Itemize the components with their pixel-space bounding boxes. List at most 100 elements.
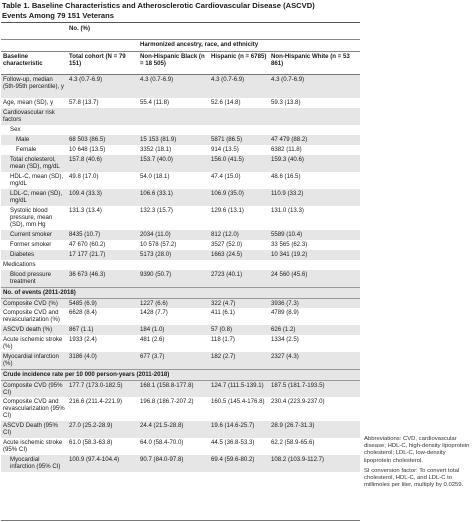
table-cell: 3186 (4.0)	[67, 352, 138, 369]
table-cell: 49.8 (17.0)	[67, 172, 138, 189]
table-cell: 2034 (11.0)	[138, 230, 209, 240]
row-label: Composite CVD (95% CI)	[1, 380, 67, 397]
table-cell: 5589 (10.4)	[269, 230, 360, 240]
table-cell: 196.8 (186.7-207.2)	[138, 397, 209, 421]
table-cell: 52.6 (14.8)	[209, 98, 269, 108]
table-cell: 2327 (4.3)	[269, 352, 360, 369]
row-label: Systolic blood pressure, mean (SD), mm H…	[1, 206, 67, 230]
row-label: Medications	[1, 260, 67, 270]
table-cell: 5485 (6.9)	[67, 298, 138, 308]
table-row: Cardiovascular risk factors	[1, 108, 360, 125]
table-cell: 90.7 (84.0-97.8)	[138, 455, 209, 472]
table-cell: 1334 (2.5)	[269, 335, 360, 352]
table-row: Acute ischemic stroke (%) 1933 (2.4) 481 (…	[1, 335, 360, 352]
row-label: ASCVD Death (95% CI)	[1, 421, 67, 438]
table-cell: 3527 (52.0)	[209, 240, 269, 250]
table-cell: 28.9 (26.7-31.3)	[269, 421, 360, 438]
table-cell	[209, 108, 269, 125]
row-label: Former smoker	[1, 240, 67, 250]
table-cell: 129.6 (13.1)	[209, 206, 269, 230]
table-cell: 4.3 (0.7-6.9)	[138, 74, 209, 98]
table-cell: 106.9 (35.0)	[209, 189, 269, 206]
table-cell: 1428 (7.7)	[138, 308, 209, 325]
table-cell: 5173 (28.0)	[138, 250, 209, 260]
row-label: Myocardial infarction (95% CI)	[1, 455, 67, 472]
table-cell: 64.0 (58.4-70.0)	[138, 438, 209, 455]
table-row: Age, mean (SD), y 57.8 (13.7) 55.4 (11.8) 5…	[1, 98, 360, 108]
table-cell: 69.4 (59.6-80.2)	[209, 455, 269, 472]
table-cell	[138, 108, 209, 125]
table-cell: 106.6 (33.1)	[138, 189, 209, 206]
table-cell: 4789 (8.9)	[269, 308, 360, 325]
table-cell: 10 648 (13.5)	[67, 145, 138, 155]
abbreviations-note: Abbreviations: CVD, cardiovascular disea…	[364, 436, 470, 464]
table-cell: 4.3 (0.7-6.9)	[67, 74, 138, 98]
table-row: Composite CVD (95% CI) 177.7 (173.0-182.5…	[1, 380, 360, 397]
table-row: Myocardial infarction (95% CI) 100.9 (97.…	[1, 455, 360, 472]
table-cell: 132.3 (15.7)	[138, 206, 209, 230]
table-cell: 44.5 (36.8-53.3)	[209, 438, 269, 455]
row-label: Male	[1, 135, 67, 145]
section-header-row: No. of events (2011-2018)	[1, 286, 360, 299]
table-row: Blood pressure treatment 36 673 (46.3) 939…	[1, 270, 360, 287]
table-cell	[67, 125, 138, 135]
table-cell: 15 153 (81.9)	[138, 135, 209, 145]
col-header-total: Total cohort (N = 79 151)	[69, 52, 126, 67]
table-cell: 626 (1.2)	[269, 325, 360, 335]
table-cell: 168.1 (158.8-177.8)	[138, 380, 209, 397]
harmonized-header: Harmonized ancestry, race, and ethnicity	[140, 40, 259, 48]
table-cell: 6382 (11.8)	[269, 145, 360, 155]
table-cell: 108.2 (103.9-112.7)	[269, 455, 360, 472]
table-cell: 914 (13.5)	[209, 145, 269, 155]
table-cell	[138, 125, 209, 135]
table-cell	[269, 125, 360, 135]
col-header-hispanic: Hispanic (n = 6785)	[211, 52, 267, 60]
table-row: Composite CVD (%) 5485 (6.9) 1227 (6.6) 322…	[1, 298, 360, 308]
table-cell: 184 (1.0)	[138, 325, 209, 335]
table-row: Composite CVD and revascularization (%) 6…	[1, 308, 360, 325]
table-cell: 230.4 (223.9-237.0)	[269, 397, 360, 421]
row-label: Sex	[1, 125, 67, 135]
table-cell: 411 (6.1)	[209, 308, 269, 325]
table-cell: 4.3 (0.7-6.9)	[269, 74, 360, 98]
title-rule	[1, 22, 360, 23]
section-header: No. of events (2011-2018)	[1, 286, 360, 299]
table-cell: 110.9 (33.2)	[269, 189, 360, 206]
table-cell: 9390 (50.7)	[138, 270, 209, 287]
table-row: HDL-C, mean (SD), mg/dL 49.8 (17.0) 54.0 (…	[1, 172, 360, 189]
table-cell	[67, 260, 138, 270]
table-cell: 36 673 (46.3)	[67, 270, 138, 287]
section-header-row: Crude incidence rate per 10 000 person-y…	[1, 368, 360, 381]
table-cell: 157.8 (40.6)	[67, 155, 138, 172]
table-cell: 118 (1.7)	[209, 335, 269, 352]
table-cell: 24 560 (45.6)	[269, 270, 360, 287]
col-header-baseline: Baseline characteristic	[3, 52, 43, 67]
table-cell: 153.7 (40.0)	[138, 155, 209, 172]
table-cell: 2723 (40.1)	[209, 270, 269, 287]
row-label: Diabetes	[1, 250, 67, 260]
row-label: HDL-C, mean (SD), mg/dL	[1, 172, 67, 189]
row-label: Female	[1, 145, 67, 155]
row-label: Myocardial infarction (%)	[1, 352, 67, 369]
table-cell: 187.5 (181.7-193.5)	[269, 380, 360, 397]
table-row: Acute ischemic stroke (95% CI) 61.0 (58.3…	[1, 438, 360, 455]
row-label: Age, mean (SD), y	[1, 98, 67, 108]
table-row: Sex	[1, 125, 360, 135]
table-row: LDL-C, mean (SD), mg/dL 109.4 (33.3) 106.6…	[1, 189, 360, 206]
table-cell: 33 565 (62.3)	[269, 240, 360, 250]
row-label: LDL-C, mean (SD), mg/dL	[1, 189, 67, 206]
table-cell: 1933 (2.4)	[67, 335, 138, 352]
table-cell: 159.3 (40.6)	[269, 155, 360, 172]
table-cell: 131.3 (13.4)	[67, 206, 138, 230]
table-title: Table 1. Baseline Characteristics and At…	[2, 1, 354, 20]
table-cell: 1227 (6.6)	[138, 298, 209, 308]
row-label: Composite CVD (%)	[1, 298, 67, 308]
table-cell: 100.9 (97.4-104.4)	[67, 455, 138, 472]
table-row: ASCVD Death (95% CI) 27.0 (25.2-28.9) 24.4…	[1, 421, 360, 438]
table-cell: 8435 (10.7)	[67, 230, 138, 240]
col-header-white: Non-Hispanic White (n = 53 861)	[271, 52, 350, 67]
row-label: Current smoker	[1, 230, 67, 240]
table-cell: 10 341 (19.2)	[269, 250, 360, 260]
table-cell	[209, 125, 269, 135]
